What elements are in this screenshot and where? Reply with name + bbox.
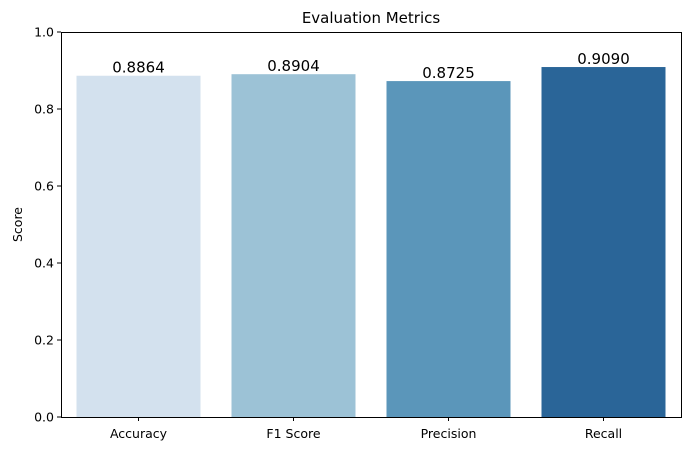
data-label-recall: 0.9090 [577,50,630,68]
data-label-f1-score: 0.8904 [267,57,320,75]
bars-layer [76,67,666,418]
chart-title: Evaluation Metrics [302,9,441,27]
y-tick-label: 0.2 [34,333,54,348]
bar-accuracy [76,75,201,418]
x-tick-label: F1 Score [266,426,320,441]
y-tick-label: 1.0 [34,25,54,40]
bar-precision [386,81,511,418]
y-axis: 0.0 0.2 0.4 0.6 0.8 1.0 [34,25,61,425]
x-tick-label: Precision [421,426,477,441]
y-tick-label: 0.4 [34,256,54,271]
x-tick-label: Recall [585,426,622,441]
data-label-accuracy: 0.8864 [112,59,165,77]
y-tick-label: 0.8 [34,102,54,117]
x-axis: Accuracy F1 Score Precision Recall [110,417,622,441]
x-tick-label: Accuracy [110,426,168,441]
bar-recall [541,67,666,417]
y-tick-label: 0.6 [34,179,54,194]
data-labels-layer: 0.8864 0.8904 0.8725 0.9090 [112,50,630,82]
y-axis-label: Score [10,207,25,242]
data-label-precision: 0.8725 [422,64,475,82]
bar-f1-score [231,74,356,418]
y-tick-label: 0.0 [34,410,54,425]
plot-frame [61,32,682,418]
